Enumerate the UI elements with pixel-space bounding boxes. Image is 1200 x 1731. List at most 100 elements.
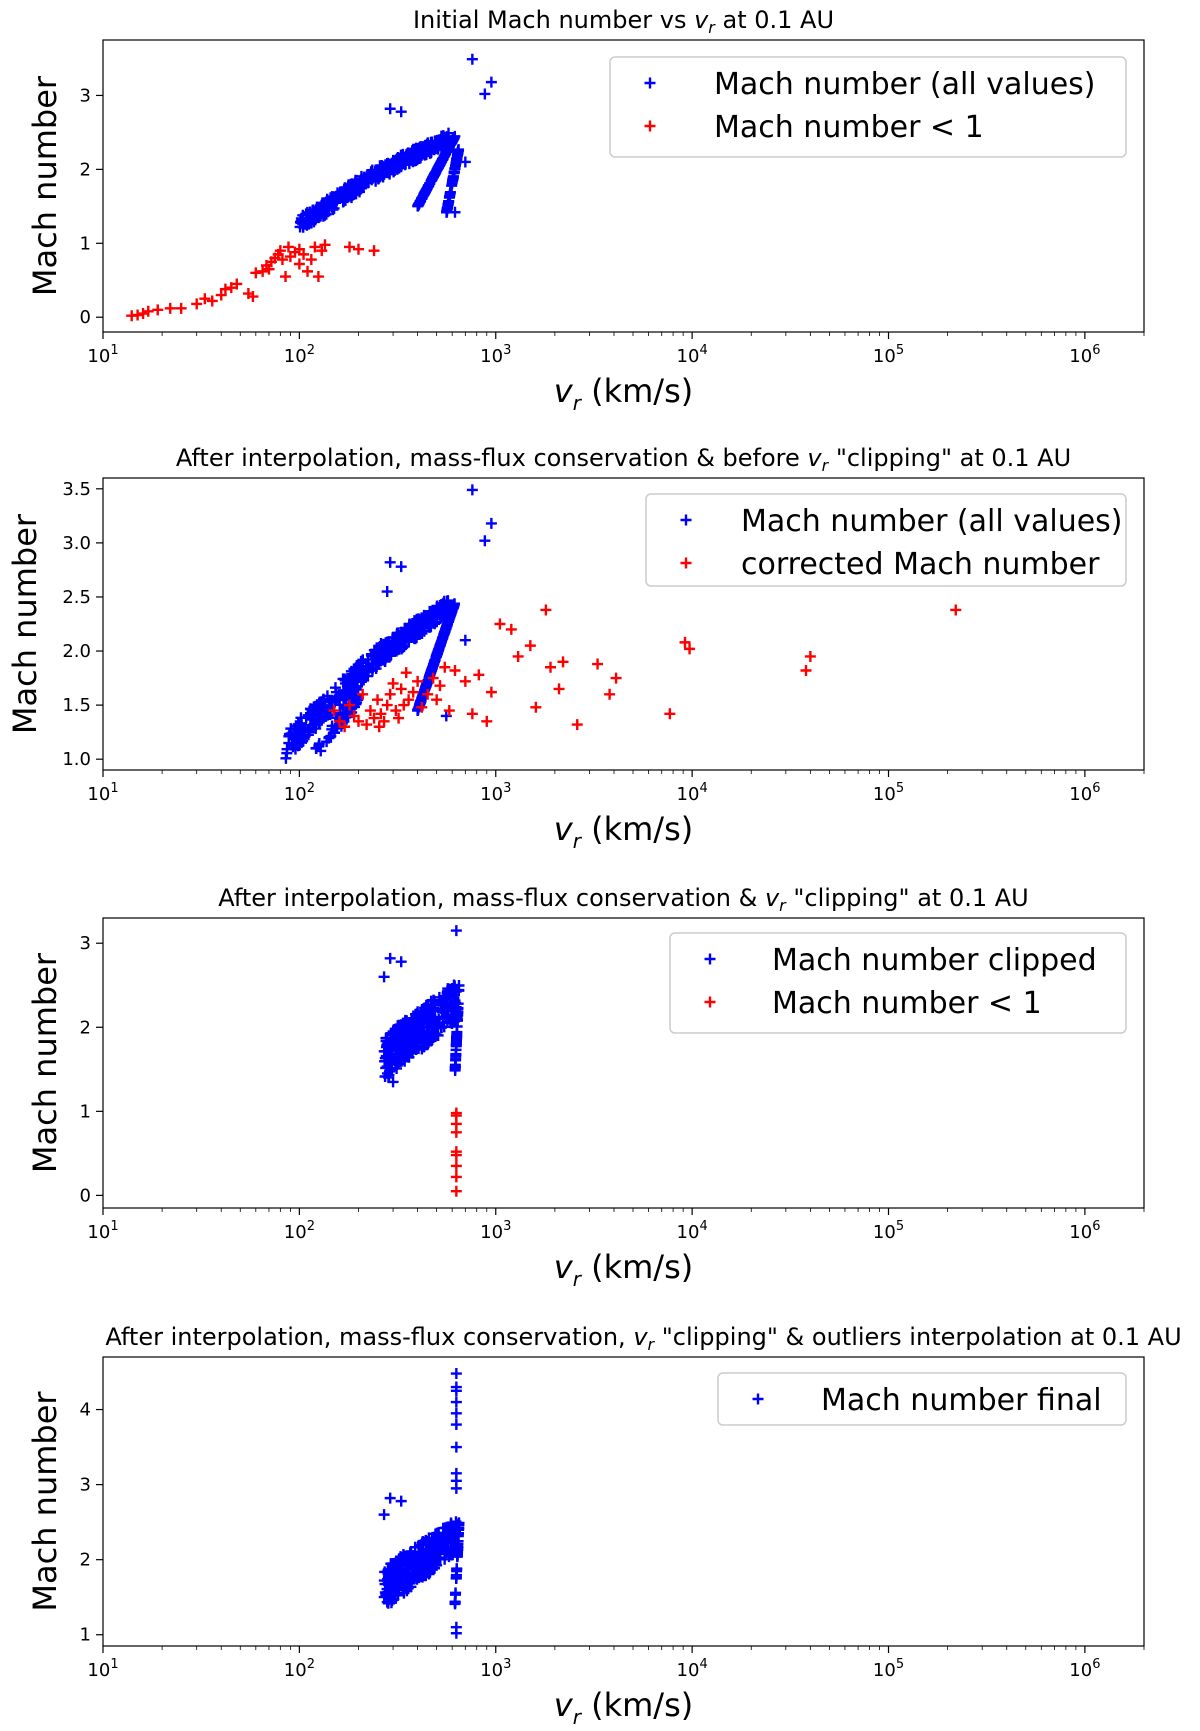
data-point <box>379 159 391 171</box>
data-point <box>444 187 456 199</box>
legend-box <box>609 56 1127 158</box>
data-point <box>323 732 335 744</box>
data-point <box>395 683 407 695</box>
data-point <box>442 197 454 209</box>
y-axis-label: Mach number <box>26 1391 64 1612</box>
data-point <box>421 677 433 689</box>
data-point <box>378 1509 390 1521</box>
data-point <box>380 641 392 653</box>
data-point <box>393 1559 405 1571</box>
data-point <box>435 1534 447 1546</box>
x-tick-label: 101 <box>87 343 118 367</box>
x-tick-label: 104 <box>677 343 708 367</box>
series-2 <box>328 604 962 733</box>
data-point <box>450 1160 462 1172</box>
panel-2: After interpolation, mass-flux conservat… <box>6 444 1145 853</box>
data-point <box>485 76 497 88</box>
data-point <box>403 694 415 706</box>
data-point <box>431 694 443 706</box>
data-point <box>451 1030 463 1042</box>
data-point <box>384 103 396 115</box>
data-point <box>282 241 294 253</box>
data-point <box>401 1585 413 1597</box>
data-point <box>453 979 465 991</box>
data-point <box>438 628 450 640</box>
data-point <box>450 1171 462 1183</box>
legend-box <box>669 932 1127 1034</box>
data-point <box>410 1551 422 1563</box>
data-point <box>397 1549 409 1560</box>
data-point <box>386 1057 398 1069</box>
data-point <box>225 282 237 294</box>
data-point <box>450 1396 462 1408</box>
data-point <box>318 696 330 708</box>
data-point <box>291 738 303 750</box>
data-point <box>450 1185 462 1197</box>
data-point <box>390 705 402 717</box>
legend-marker <box>644 77 656 89</box>
data-point <box>298 729 310 741</box>
data-point <box>381 586 393 598</box>
x-tick-label: 105 <box>873 781 904 805</box>
x-tick-label: 106 <box>1069 1219 1100 1243</box>
data-point <box>339 721 351 733</box>
legend-marker <box>680 514 692 526</box>
data-point <box>950 604 962 616</box>
data-point <box>312 271 324 283</box>
legend-label: Mach number final <box>821 1383 1102 1418</box>
data-point <box>450 1407 462 1419</box>
data-point <box>323 203 335 215</box>
data-point <box>305 703 317 715</box>
x-axis-label: vr (km/s) <box>554 1686 693 1729</box>
data-point <box>449 206 461 218</box>
data-point <box>395 106 407 118</box>
data-point <box>206 295 218 307</box>
data-point <box>368 712 380 724</box>
data-point <box>137 308 149 320</box>
data-point <box>175 302 187 314</box>
data-point <box>437 152 449 164</box>
x-axis-label: vr (km/s) <box>554 1248 693 1291</box>
legend-label: corrected Mach number <box>741 547 1100 582</box>
data-point <box>385 1597 397 1609</box>
data-point <box>321 690 333 702</box>
x-tick-label: 106 <box>1069 781 1100 805</box>
data-point <box>485 686 497 698</box>
x-tick-label: 102 <box>284 1657 315 1681</box>
x-axis-label: vr (km/s) <box>554 372 693 415</box>
data-point <box>422 688 434 700</box>
data-point <box>381 699 393 711</box>
chart-title: After interpolation, mass-flux conservat… <box>218 884 1028 915</box>
y-axis-label: Mach number <box>26 952 64 1173</box>
data-point <box>441 1009 453 1021</box>
data-point <box>433 137 445 149</box>
x-tick-label: 101 <box>87 781 118 805</box>
data-point <box>450 925 462 937</box>
data-point <box>356 655 368 667</box>
legend: Mach number (all values) corrected Mach n… <box>645 493 1127 587</box>
data-point <box>293 258 305 270</box>
data-point <box>191 298 203 310</box>
y-tick-label: 3.0 <box>62 533 91 554</box>
data-point <box>328 705 340 717</box>
series-1 <box>378 925 465 1088</box>
y-tick-label: 0 <box>80 307 91 328</box>
data-point <box>408 615 420 627</box>
y-tick-label: 3 <box>80 933 91 954</box>
data-point <box>450 1044 462 1056</box>
y-tick-label: 3 <box>80 85 91 106</box>
data-point <box>435 636 447 648</box>
data-point <box>263 263 275 275</box>
data-point <box>449 1061 461 1073</box>
data-point <box>440 623 452 635</box>
data-point <box>384 688 396 700</box>
y-tick-label: 1.0 <box>62 749 91 770</box>
data-point <box>450 1419 462 1431</box>
data-point <box>433 1527 445 1539</box>
data-point <box>412 144 424 156</box>
data-point <box>459 634 471 646</box>
data-point <box>380 1035 392 1047</box>
y-axis-label: Mach number <box>6 513 44 734</box>
data-point <box>384 556 396 568</box>
